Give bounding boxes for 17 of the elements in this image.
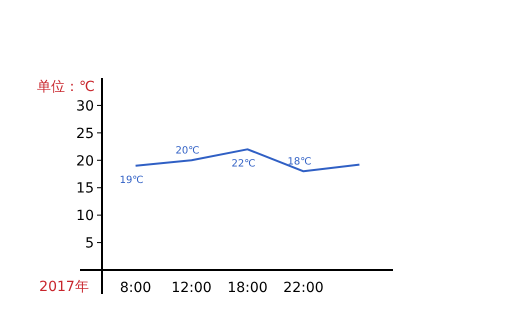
- data-label: 18℃: [287, 156, 312, 168]
- x-tick-label: 12:00: [171, 280, 212, 296]
- y-tick-label: 15: [76, 180, 94, 197]
- data-label: 19℃: [120, 174, 144, 186]
- y-tick-label: 25: [76, 126, 94, 142]
- x-axis-title: 2017年: [39, 279, 89, 295]
- x-tick-label: 8:00: [120, 280, 152, 296]
- y-tick-label: 20: [76, 153, 94, 170]
- y-axis-title: 单位：℃: [37, 79, 95, 95]
- y-tick-label: 30: [76, 98, 94, 114]
- x-tick-label: 18:00: [227, 280, 268, 296]
- line-series: [134, 148, 360, 172]
- x-tick-label: 22:00: [283, 280, 324, 296]
- data-label: 20℃: [176, 145, 200, 156]
- y-tick-label: 10: [76, 208, 94, 224]
- y-tick-label: 5: [85, 236, 94, 252]
- data-label: 22℃: [232, 158, 256, 170]
